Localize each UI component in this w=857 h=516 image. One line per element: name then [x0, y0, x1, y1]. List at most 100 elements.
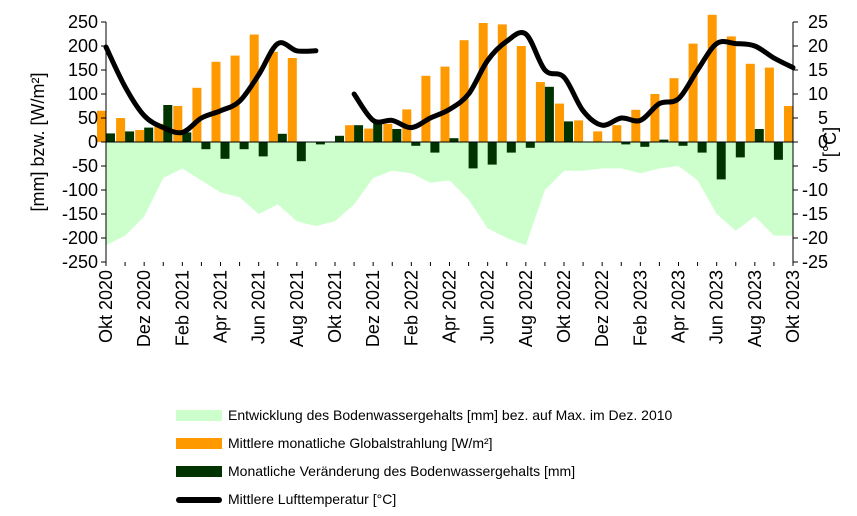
soil-change-bar: [468, 142, 478, 169]
radiation-bar: [669, 78, 679, 142]
soil-change-bar: [564, 121, 573, 142]
x-tick-label: Okt 2020: [96, 270, 116, 343]
y-tick-label: 100: [68, 84, 98, 104]
y-axis-title: [mm] bzw. [W/m²]: [28, 73, 48, 212]
legend-label-temperature: Mittlere Lufttemperatur [°C]: [228, 491, 397, 507]
soil-change-bar: [277, 133, 287, 142]
x-tick-label: Dez 2021: [363, 270, 383, 347]
soil-water-area: [106, 142, 793, 246]
y-tick-label: -50: [72, 156, 98, 176]
legend-label-soil-change: Monatliche Veränderung des Bodenwasserge…: [228, 463, 576, 479]
radiation-bar: [173, 106, 183, 142]
radiation-bar: [287, 58, 297, 142]
radiation-bar: [631, 109, 641, 142]
x-tick-label: Dez 2022: [592, 270, 612, 347]
y2-tick-label: 5: [818, 108, 828, 128]
radiation-bar: [555, 103, 564, 142]
radiation-bar: [784, 106, 793, 142]
radiation-bar: [440, 66, 450, 142]
y-tick-label: 250: [68, 12, 98, 32]
radiation-bar: [497, 24, 507, 142]
radiation-bar: [650, 94, 660, 142]
bar-layer: [97, 14, 793, 180]
soil-change-bar: [525, 142, 535, 148]
x-tick-label: Dez 2020: [134, 270, 154, 347]
soil-change-bar: [411, 142, 421, 146]
y2-tick-label: 25: [808, 12, 828, 32]
radiation-bar: [383, 123, 393, 142]
soil-change-bar: [716, 142, 726, 180]
soil-water-area-layer: [106, 142, 793, 246]
soil-change-bar: [544, 86, 554, 142]
radiation-bar: [726, 36, 736, 142]
legend-label-radiation: Mittlere monatliche Globalstrahlung [W/m…: [228, 435, 493, 451]
legend-swatch-radiation: [176, 438, 222, 449]
y2-tick-label: 0: [818, 132, 828, 152]
soil-change-bar: [449, 138, 459, 142]
soil-change-bar: [487, 142, 497, 165]
radiation-bar: [707, 14, 717, 142]
soil-change-bar: [697, 142, 707, 153]
radiation-bar: [192, 87, 202, 142]
soil-change-bar: [239, 142, 249, 150]
y-tick-label: -200: [62, 228, 98, 248]
radiation-bar: [688, 43, 698, 142]
radiation-bar: [593, 131, 603, 142]
radiation-bar: [249, 34, 259, 142]
radiation-bar: [154, 123, 164, 142]
soil-change-bar: [392, 129, 402, 142]
y2-tick-label: -15: [802, 204, 828, 224]
soil-change-bar: [335, 135, 344, 142]
x-tick-label: Feb 2022: [401, 270, 421, 346]
x-tick-label: Jun 2023: [707, 270, 727, 344]
radiation-bar: [97, 110, 106, 142]
y-tick-label: 50: [78, 108, 98, 128]
soil-change-bar: [144, 127, 154, 142]
radiation-bar: [612, 125, 622, 142]
radiation-bar: [116, 118, 126, 142]
temperature-line-layer: [103, 29, 796, 136]
x-tick-label: Apr 2023: [669, 270, 689, 343]
x-tick-label: Jun 2021: [249, 270, 269, 344]
soil-change-bar: [163, 105, 173, 142]
radiation-bar: [421, 75, 431, 142]
soil-change-bar: [106, 133, 115, 142]
y2-tick-label: -20: [802, 228, 828, 248]
radiation-bar: [459, 40, 469, 143]
radiation-bar: [268, 51, 278, 142]
axis-layer: -250-200-150-100-50050100150200250-25-20…: [62, 12, 828, 347]
soil-change-bar: [258, 142, 268, 157]
y-tick-label: -150: [62, 204, 98, 224]
radiation-bar: [574, 120, 584, 142]
x-tick-label: Jun 2022: [478, 270, 498, 344]
y-tick-label: 200: [68, 36, 98, 56]
y2-tick-label: 15: [808, 60, 828, 80]
x-tick-label: Okt 2021: [325, 270, 345, 343]
radiation-bar: [516, 46, 526, 142]
temperature-line: [103, 40, 319, 136]
soil-change-bar: [296, 142, 306, 162]
x-tick-label: Apr 2022: [440, 270, 460, 343]
soil-change-bar: [773, 142, 783, 160]
soil-change-bar: [430, 142, 440, 153]
soil-change-bar: [621, 142, 631, 145]
x-tick-label: Okt 2022: [554, 270, 574, 343]
y-tick-label: -250: [62, 252, 98, 272]
radiation-bar: [230, 55, 240, 142]
x-tick-label: Feb 2023: [630, 270, 650, 346]
radiation-bar: [764, 67, 774, 142]
y2-tick-label: -5: [812, 156, 828, 176]
soil-change-bar: [735, 142, 745, 158]
x-tick-label: Aug 2021: [287, 270, 307, 347]
y-tick-label: 0: [88, 132, 98, 152]
legend-swatch-soil-area: [176, 410, 222, 421]
radiation-bar: [211, 61, 221, 142]
soil-change-bar: [640, 142, 650, 147]
x-tick-label: Aug 2023: [745, 270, 765, 347]
legend-label-soil-area: Entwicklung des Bodenwassergehalts [mm] …: [228, 407, 673, 423]
y-tick-label: 150: [68, 60, 98, 80]
soil-change-bar: [754, 129, 764, 142]
radiation-bar: [535, 82, 545, 142]
soil-change-bar: [354, 125, 364, 142]
